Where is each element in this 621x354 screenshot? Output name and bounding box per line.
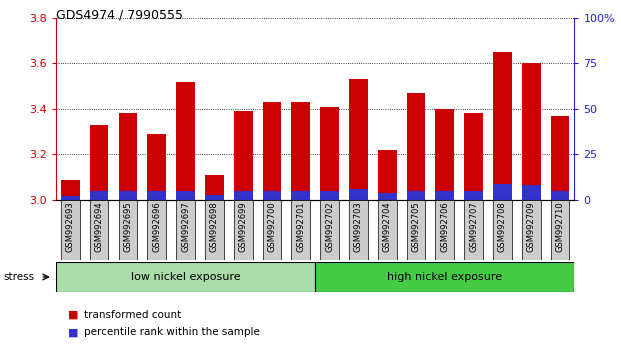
Text: GSM992698: GSM992698 xyxy=(210,201,219,252)
Bar xyxy=(349,189,368,200)
Bar xyxy=(205,195,224,200)
Bar xyxy=(90,125,109,200)
Bar xyxy=(493,184,512,200)
Bar xyxy=(378,193,397,200)
Bar xyxy=(522,185,540,200)
Bar xyxy=(320,107,339,200)
Bar xyxy=(349,79,368,200)
Bar xyxy=(291,102,310,200)
Text: GSM992693: GSM992693 xyxy=(66,201,75,252)
Bar xyxy=(61,179,79,200)
Text: GSM992704: GSM992704 xyxy=(383,201,392,252)
Text: GSM992702: GSM992702 xyxy=(325,201,334,252)
Bar xyxy=(493,200,512,260)
Bar xyxy=(522,63,540,200)
Text: GSM992699: GSM992699 xyxy=(238,201,248,252)
Bar xyxy=(378,150,397,200)
Text: stress: stress xyxy=(3,272,34,282)
Bar xyxy=(205,175,224,200)
Bar xyxy=(435,200,454,260)
Bar xyxy=(320,191,339,200)
Text: GSM992700: GSM992700 xyxy=(268,201,276,252)
Text: ■: ■ xyxy=(68,327,79,337)
Bar xyxy=(147,134,166,200)
Bar xyxy=(233,200,253,260)
Bar xyxy=(233,111,253,200)
Bar xyxy=(291,191,310,200)
Bar xyxy=(233,191,253,200)
Text: GSM992708: GSM992708 xyxy=(498,201,507,252)
Text: GSM992710: GSM992710 xyxy=(556,201,564,252)
Bar xyxy=(435,191,454,200)
Bar xyxy=(378,200,397,260)
Text: transformed count: transformed count xyxy=(84,310,181,320)
Text: GDS4974 / 7990555: GDS4974 / 7990555 xyxy=(56,9,183,22)
Bar xyxy=(147,200,166,260)
Bar xyxy=(90,191,109,200)
Bar xyxy=(176,191,195,200)
Bar xyxy=(61,196,79,200)
Text: GSM992709: GSM992709 xyxy=(527,201,536,252)
Bar xyxy=(56,262,315,292)
Text: high nickel exposure: high nickel exposure xyxy=(388,272,502,282)
Bar xyxy=(90,200,109,260)
Bar xyxy=(349,200,368,260)
Text: GSM992701: GSM992701 xyxy=(296,201,306,252)
Bar xyxy=(176,200,195,260)
Text: percentile rank within the sample: percentile rank within the sample xyxy=(84,327,260,337)
Bar xyxy=(263,191,281,200)
Text: GSM992695: GSM992695 xyxy=(124,201,132,252)
Bar xyxy=(465,200,483,260)
Bar xyxy=(407,93,425,200)
Text: GSM992706: GSM992706 xyxy=(440,201,449,252)
Bar xyxy=(522,200,540,260)
Bar xyxy=(551,116,569,200)
Bar xyxy=(147,191,166,200)
Text: ■: ■ xyxy=(68,310,79,320)
Bar xyxy=(407,200,425,260)
Text: GSM992694: GSM992694 xyxy=(94,201,104,252)
Bar xyxy=(551,191,569,200)
Bar xyxy=(61,200,79,260)
Bar xyxy=(291,200,310,260)
Bar xyxy=(205,200,224,260)
Bar xyxy=(119,200,137,260)
Text: GSM992696: GSM992696 xyxy=(152,201,161,252)
Text: GSM992707: GSM992707 xyxy=(469,201,478,252)
Bar xyxy=(465,191,483,200)
Bar xyxy=(435,109,454,200)
Bar xyxy=(119,113,137,200)
Bar xyxy=(551,200,569,260)
Text: GSM992697: GSM992697 xyxy=(181,201,190,252)
Text: GSM992705: GSM992705 xyxy=(412,201,420,252)
Bar xyxy=(119,191,137,200)
Bar xyxy=(263,200,281,260)
Bar xyxy=(315,262,574,292)
Bar xyxy=(176,81,195,200)
Bar xyxy=(263,102,281,200)
Bar xyxy=(465,113,483,200)
Bar xyxy=(493,52,512,200)
Bar xyxy=(407,191,425,200)
Bar xyxy=(320,200,339,260)
Text: low nickel exposure: low nickel exposure xyxy=(130,272,240,282)
Text: GSM992703: GSM992703 xyxy=(354,201,363,252)
